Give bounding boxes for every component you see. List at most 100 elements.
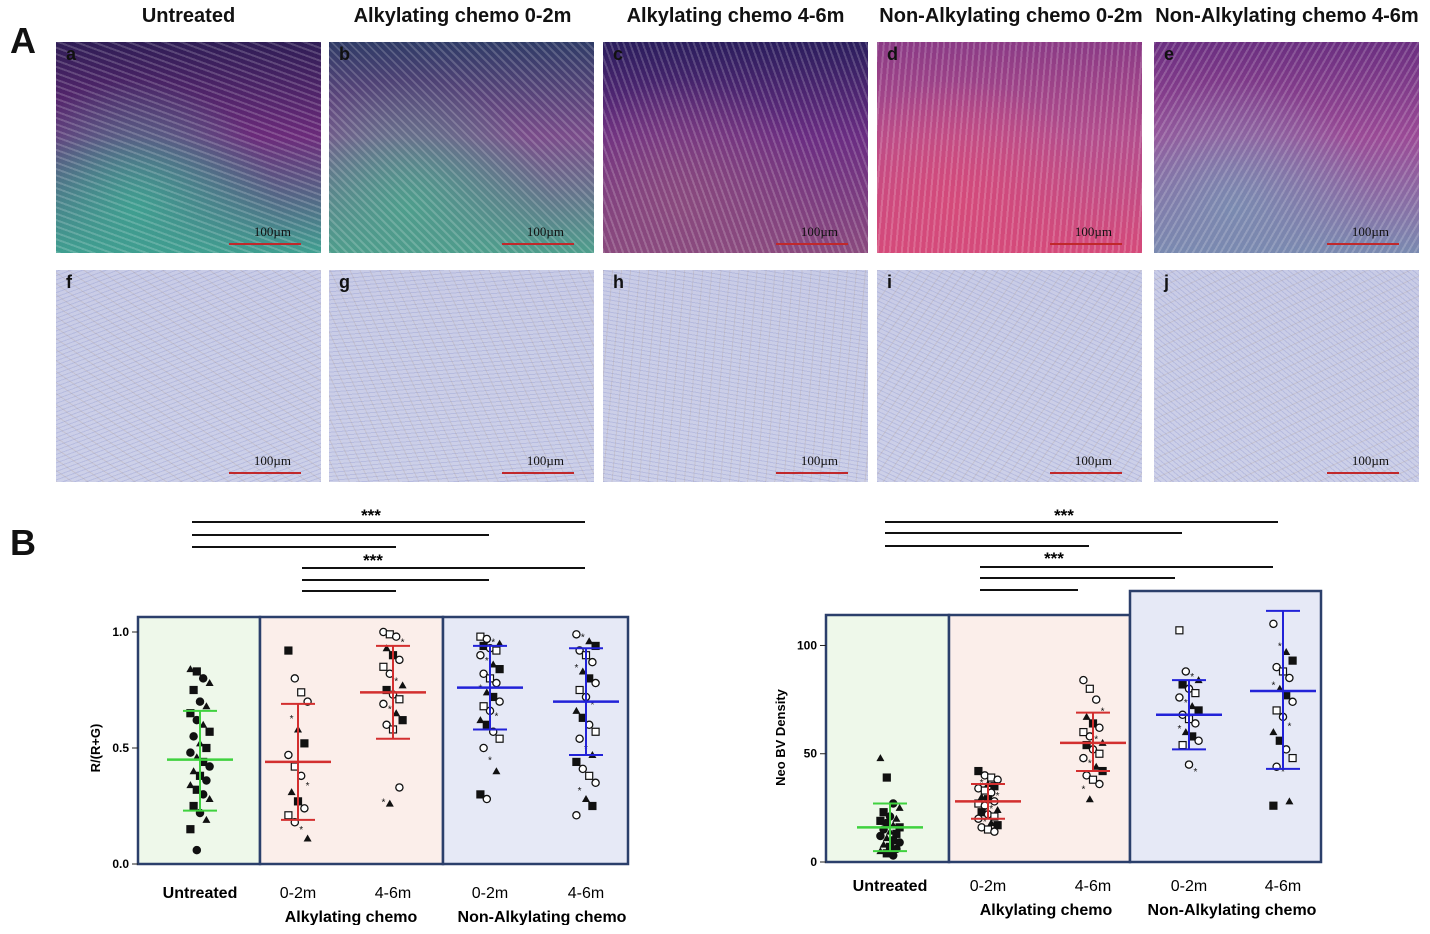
series-3: * * * * <box>1156 626 1222 778</box>
data-point <box>572 757 581 767</box>
data-point <box>572 811 581 820</box>
data-point <box>186 825 195 834</box>
data-point <box>379 662 388 671</box>
data-point <box>202 815 211 823</box>
y-tick-label: 0.0 <box>112 857 129 871</box>
scale-bar-label: 100µm <box>526 224 564 239</box>
data-point <box>1092 762 1101 770</box>
data-point: * <box>401 637 405 648</box>
data-point <box>202 743 211 753</box>
data-point <box>476 716 485 724</box>
data-point <box>888 851 898 860</box>
data-point: * <box>394 677 398 688</box>
data-point <box>300 804 309 813</box>
data-point <box>290 674 300 683</box>
data-point: * <box>1177 724 1181 735</box>
data-point: * <box>485 656 489 667</box>
data-point <box>1095 723 1104 733</box>
data-point: * <box>989 804 993 815</box>
scale-bar-label: 100µm <box>800 453 838 468</box>
data-point <box>1194 736 1203 745</box>
micrograph-g: g 100µm <box>329 270 594 482</box>
micrograph-label: f <box>66 272 72 292</box>
data-point <box>205 762 214 771</box>
scale-bar-label: 100µm <box>800 224 838 239</box>
data-point <box>189 767 198 775</box>
series-3: ***** <box>457 632 523 804</box>
data-point <box>993 806 1002 814</box>
data-point <box>895 803 904 811</box>
y-tick-label: 1.0 <box>112 625 129 639</box>
data-point: * <box>581 633 585 644</box>
data-point <box>385 799 394 807</box>
data-point <box>382 720 391 730</box>
data-point <box>300 739 309 748</box>
data-point <box>990 782 999 791</box>
y-axis-label: Neo BV Density <box>773 688 788 786</box>
data-point <box>892 814 901 822</box>
data-point <box>284 646 293 655</box>
data-point: * <box>491 637 495 648</box>
micrograph-a: a 100µm <box>56 42 321 253</box>
data-point <box>1178 740 1187 750</box>
data-point <box>189 732 198 741</box>
scale-bar-label: 100µm <box>1074 453 1112 468</box>
data-point <box>588 657 597 667</box>
significance-stars: *** <box>1054 506 1074 525</box>
data-point: * <box>488 756 492 767</box>
data-point <box>977 793 986 801</box>
data-point: * <box>1088 758 1092 769</box>
data-point: * <box>1190 672 1194 683</box>
data-point <box>476 790 485 799</box>
data-point <box>1178 680 1187 689</box>
data-point <box>1181 728 1190 736</box>
data-point <box>1269 728 1278 736</box>
data-point <box>476 650 485 660</box>
scale-bar-label: 100µm <box>1074 224 1112 239</box>
data-point <box>1288 656 1297 665</box>
micrograph-b: b 100µm <box>329 42 594 253</box>
data-point <box>495 734 504 743</box>
group-background-2 <box>1128 589 1323 864</box>
data-point <box>192 845 202 855</box>
data-point <box>572 706 581 714</box>
data-point <box>186 665 195 673</box>
data-point <box>990 827 999 836</box>
data-point <box>1288 697 1297 707</box>
column-title-untreated: Untreated <box>141 5 236 27</box>
data-point: * <box>996 791 1000 802</box>
scale-bar <box>229 472 301 474</box>
group-background-1 <box>258 615 445 866</box>
data-point <box>578 764 588 774</box>
data-point <box>575 734 584 743</box>
category-label: 4-6m <box>568 885 604 902</box>
data-point <box>395 655 404 665</box>
data-point <box>585 771 594 780</box>
data-point <box>591 778 600 788</box>
data-point <box>1194 706 1203 715</box>
data-point <box>482 794 492 804</box>
category-label: 0-2m <box>472 885 508 902</box>
column-title-alk-0-2m: Alkylating chemo 0-2m <box>353 5 572 27</box>
data-point <box>1085 795 1094 803</box>
category-label: 4-6m <box>1265 878 1301 895</box>
data-point <box>974 766 983 776</box>
data-point: * <box>590 700 594 711</box>
data-point <box>1082 740 1091 750</box>
data-point <box>591 727 600 736</box>
data-point <box>1184 760 1194 769</box>
data-point: * <box>478 684 482 695</box>
scale-bar-label: 100µm <box>526 453 564 468</box>
series-2: **** <box>1060 675 1126 803</box>
scale-bar <box>502 472 574 474</box>
data-point <box>882 834 891 842</box>
data-point <box>1175 626 1184 635</box>
category-label: 0-2m <box>280 885 316 902</box>
data-point <box>482 688 491 696</box>
data-point <box>479 743 488 753</box>
panel-label-b: B <box>10 522 36 563</box>
data-point: * <box>1281 767 1285 778</box>
data-point <box>189 685 198 695</box>
data-point <box>382 644 391 652</box>
